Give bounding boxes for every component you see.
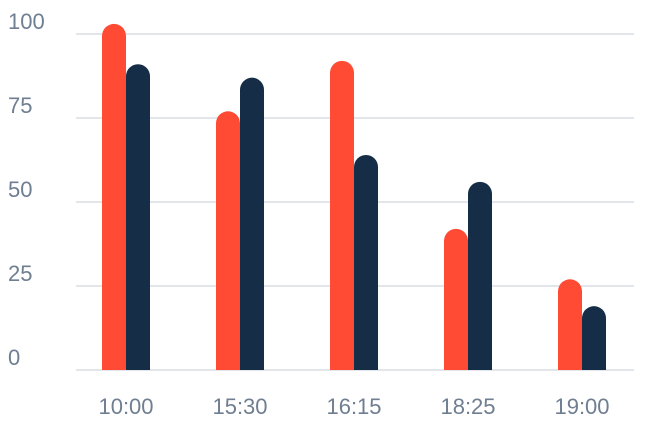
bar-series-1-1000 [102,23,126,370]
bar-series-2-1615 [354,154,378,370]
y-tick-label: 0 [8,345,20,370]
y-axis-tick-labels: 0 25 50 75 100 [8,9,45,370]
x-tick-label: 19:00 [554,394,609,419]
x-tick-label: 16:15 [326,394,381,419]
bar-series-2-1530 [240,77,264,371]
x-tick-label: 10:00 [98,394,153,419]
x-tick-label: 15:30 [212,394,267,419]
y-tick-label: 100 [8,9,45,34]
x-tick-label: 18:25 [440,394,495,419]
bar-series-1-1900 [558,279,582,370]
bar-series-1-1615 [330,60,354,370]
y-tick-label: 75 [8,93,32,118]
bars [102,23,606,371]
bar-series-2-1900 [582,306,606,370]
bar-series-1-1530 [216,111,240,370]
y-tick-label: 25 [8,261,32,286]
y-tick-label: 50 [8,177,32,202]
bar-series-2-1825 [468,181,492,370]
bar-series-2-1000 [126,64,150,371]
bar-series-1-1825 [444,228,468,370]
x-axis-tick-labels: 10:00 15:30 16:15 18:25 19:00 [98,394,609,419]
